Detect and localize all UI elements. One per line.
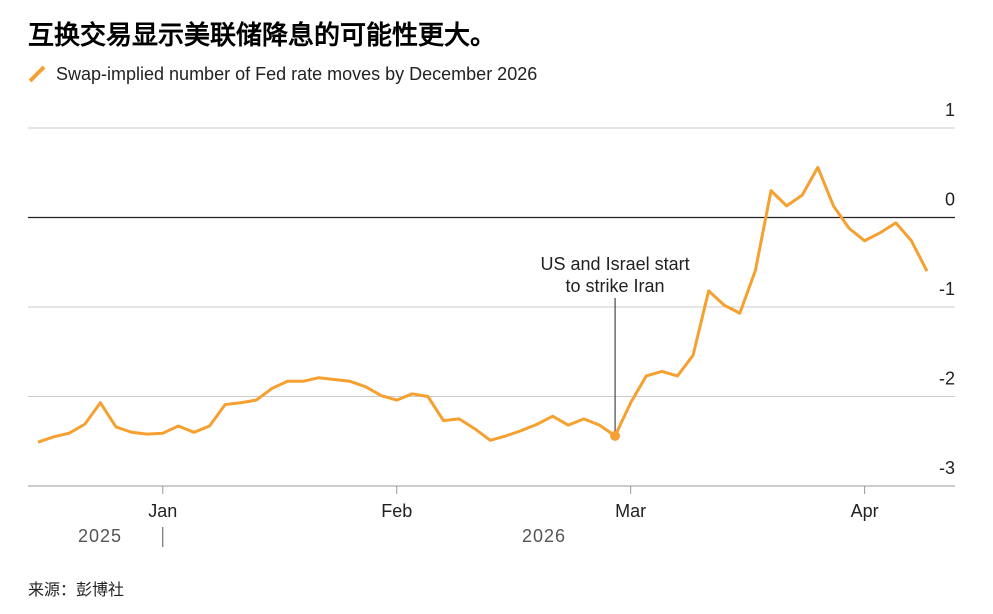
annotation-dot <box>610 430 621 441</box>
y-tick-label: 0 <box>945 190 955 210</box>
x-tick-label: Feb <box>381 501 412 521</box>
y-tick-label: -1 <box>939 279 955 299</box>
y-tick-label: -3 <box>939 458 955 478</box>
annotation-text: US and Israel start <box>541 254 690 274</box>
legend-label: Swap-implied number of Fed rate moves by… <box>56 64 537 84</box>
x-tick-label: Apr <box>851 501 879 521</box>
year-label: 2025 <box>78 526 122 546</box>
legend-swatch <box>28 65 46 83</box>
annotation-text: to strike Iran <box>566 276 665 296</box>
y-tick-label: -2 <box>939 369 955 389</box>
year-label: 2026 <box>522 526 566 546</box>
source: 来源：彭博社 <box>28 581 124 599</box>
x-tick-label: Jan <box>148 501 177 521</box>
x-tick-label: Mar <box>615 501 646 521</box>
y-tick-label: 1 <box>945 100 955 120</box>
data-line <box>37 165 929 444</box>
chart-title: 互换交易显示美联储降息的可能性更大。 <box>28 20 496 50</box>
